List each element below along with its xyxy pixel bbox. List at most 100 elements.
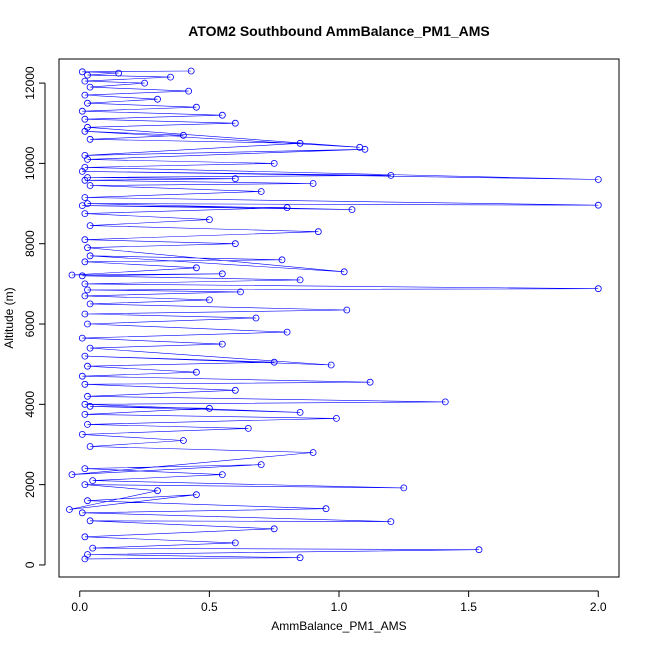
y-tick-label: 6000	[23, 310, 37, 337]
data-point	[205, 296, 213, 304]
data-point	[78, 334, 86, 342]
y-axis: 0 2000 4000 6000 8000 10000 12000	[23, 66, 46, 568]
x-tick-label: 0.5	[201, 600, 218, 614]
data-line-group	[69, 70, 599, 560]
data-point	[154, 487, 161, 495]
data-point	[78, 272, 86, 280]
data-point	[78, 107, 86, 115]
data-point	[81, 210, 89, 218]
data-point	[78, 430, 86, 438]
data-point	[81, 91, 89, 99]
data-point	[86, 135, 94, 143]
data-point	[81, 151, 89, 159]
data-point	[84, 320, 91, 328]
data-point	[81, 352, 89, 360]
data-point	[81, 533, 89, 541]
data-point	[81, 400, 89, 408]
data-point	[86, 222, 94, 230]
data-point	[84, 362, 91, 370]
data-point	[231, 240, 239, 248]
data-point	[322, 505, 330, 513]
data-point	[231, 119, 239, 127]
y-tick-label: 10000	[23, 146, 37, 180]
data-point	[218, 270, 226, 278]
data-point	[192, 491, 200, 499]
data-point	[81, 77, 89, 85]
data-point	[309, 180, 317, 187]
data-point	[89, 477, 97, 485]
y-axis-label: Altitude (m)	[2, 287, 16, 348]
data-point	[244, 424, 252, 432]
data-point	[314, 228, 322, 236]
data-point	[167, 73, 174, 81]
series-line	[69, 70, 599, 560]
data-point	[594, 176, 602, 183]
data-point	[332, 414, 340, 422]
data-point	[187, 67, 195, 75]
data-point	[270, 525, 278, 533]
data-point	[84, 420, 91, 428]
data-point	[366, 378, 374, 386]
data-point	[185, 87, 193, 95]
data-point	[89, 544, 97, 552]
data-point	[81, 236, 89, 244]
data-point	[257, 188, 265, 195]
data-point	[84, 99, 91, 107]
data-point	[154, 95, 161, 103]
data-point	[192, 264, 200, 272]
data-point	[86, 83, 94, 91]
data-point	[78, 68, 86, 76]
x-tick-label: 0.0	[71, 600, 88, 614]
data-point	[400, 484, 408, 492]
data-point	[78, 372, 86, 380]
data-point	[68, 471, 76, 479]
data-point	[84, 286, 91, 294]
data-point	[86, 300, 94, 308]
x-axis: 0.0 0.5 1.0 1.5 2.0	[71, 590, 607, 614]
data-point	[84, 244, 91, 252]
data-point	[86, 443, 94, 450]
data-point	[205, 404, 213, 412]
data-point	[218, 471, 226, 479]
data-point	[84, 200, 91, 208]
data-point	[68, 271, 76, 279]
data-point	[86, 517, 94, 525]
data-point	[81, 280, 89, 288]
data-point	[270, 159, 278, 167]
data-point	[231, 175, 239, 183]
data-point-group	[66, 67, 602, 563]
data-point	[296, 276, 304, 284]
data-point	[252, 314, 260, 322]
data-point	[218, 111, 226, 119]
data-point	[475, 546, 483, 554]
data-point	[66, 506, 73, 513]
data-point	[192, 103, 200, 111]
data-point	[86, 252, 94, 260]
data-point	[278, 256, 286, 264]
data-point	[179, 437, 187, 444]
data-point	[348, 206, 356, 214]
data-point	[115, 69, 122, 77]
data-point	[81, 465, 89, 473]
data-point	[205, 216, 213, 224]
data-point	[237, 288, 244, 296]
y-tick-label: 12000	[23, 66, 37, 100]
data-point	[594, 201, 602, 209]
data-point	[84, 174, 91, 181]
x-axis-label: AmmBalance_PM1_AMS	[271, 619, 406, 633]
y-tick-label: 8000	[23, 230, 37, 257]
data-point	[270, 358, 278, 366]
data-point	[387, 518, 395, 525]
data-point	[441, 398, 449, 406]
data-point	[81, 481, 89, 489]
data-point	[86, 344, 94, 352]
data-point	[81, 410, 89, 418]
data-point	[257, 461, 265, 469]
data-point	[84, 123, 91, 131]
data-point	[84, 497, 91, 505]
y-tick-label: 0	[23, 561, 37, 568]
data-point	[84, 392, 91, 400]
x-tick-label: 2.0	[590, 600, 607, 614]
data-point	[192, 368, 200, 376]
data-point	[309, 449, 317, 456]
